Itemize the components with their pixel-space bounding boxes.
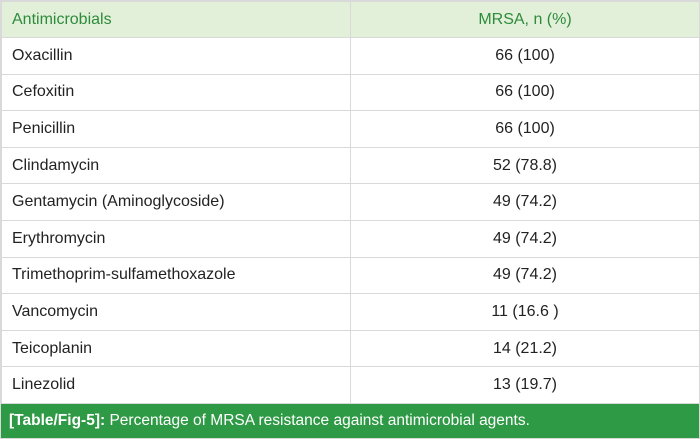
mrsa-value: 52 (78.8) [350, 146, 700, 185]
antimicrobial-name: Linezolid [1, 366, 351, 404]
table-row: Teicoplanin 14 (21.2) [1, 329, 700, 368]
antimicrobial-name: Gentamycin (Aminoglycoside) [1, 183, 351, 221]
antimicrobial-name: Oxacillin [1, 37, 351, 75]
table-row: Oxacillin 66 (100) [1, 37, 700, 75]
table-header-row: Antimicrobials MRSA, n (%) [1, 1, 700, 38]
table-row: Trimethoprim-sulfamethoxazole 49 (74.2) [1, 256, 700, 295]
caption-text: Percentage of MRSA resistance against an… [105, 412, 530, 429]
antimicrobial-name: Trimethoprim-sulfamethoxazole [1, 256, 351, 295]
mrsa-value: 49 (74.2) [350, 219, 700, 258]
table-row: Clindamycin 52 (78.8) [1, 146, 700, 185]
table-row: Vancomycin 11 (16.6 ) [1, 293, 700, 331]
table-row: Erythromycin 49 (74.2) [1, 219, 700, 258]
mrsa-value: 11 (16.6 ) [350, 293, 700, 331]
mrsa-value: 66 (100) [350, 37, 700, 75]
antimicrobial-name: Cefoxitin [1, 73, 351, 112]
antimicrobial-name: Vancomycin [1, 293, 351, 331]
table-row: Linezolid 13 (19.7) [1, 366, 700, 404]
header-antimicrobials: Antimicrobials [1, 1, 351, 38]
mrsa-value: 14 (21.2) [350, 329, 700, 368]
resistance-table: Antimicrobials MRSA, n (%) Oxacillin 66 … [1, 1, 700, 404]
header-mrsa: MRSA, n (%) [350, 1, 700, 38]
antimicrobial-name: Clindamycin [1, 146, 351, 185]
caption-tag: [Table/Fig-5]: [9, 412, 106, 429]
mrsa-value: 13 (19.7) [350, 366, 700, 404]
mrsa-value: 49 (74.2) [350, 183, 700, 221]
table-row: Gentamycin (Aminoglycoside) 49 (74.2) [1, 183, 700, 221]
antimicrobial-name: Penicillin [1, 110, 351, 148]
figure-caption: [Table/Fig-5]: Percentage of MRSA resist… [1, 404, 699, 438]
table-row: Penicillin 66 (100) [1, 110, 700, 148]
antimicrobial-name: Teicoplanin [1, 329, 351, 368]
mrsa-value: 49 (74.2) [350, 256, 700, 295]
mrsa-value: 66 (100) [350, 73, 700, 112]
table-row: Cefoxitin 66 (100) [1, 73, 700, 112]
antimicrobial-name: Erythromycin [1, 219, 351, 258]
mrsa-value: 66 (100) [350, 110, 700, 148]
